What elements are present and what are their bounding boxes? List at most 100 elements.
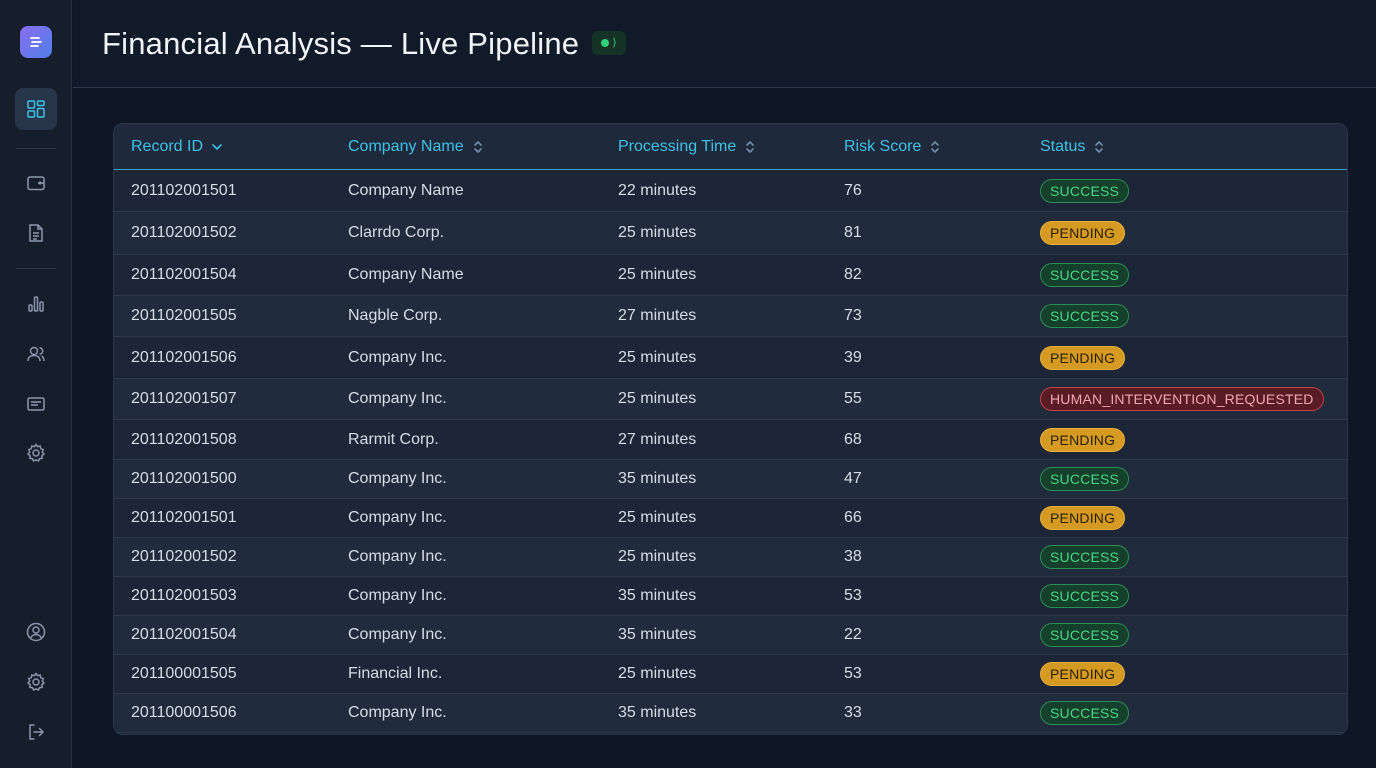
table-row[interactable]: 201102001500 Company Inc. 35 minutes 47 SUCC… <box>114 460 1347 499</box>
status-badge: SUCCESS <box>1040 467 1130 491</box>
live-indicator: ⟩ <box>592 31 626 55</box>
sidebar-item-dashboard[interactable] <box>15 88 57 130</box>
cell-status: SUCCESS <box>1040 296 1130 336</box>
table-row[interactable]: 201100001506 Company Inc. 35 minutes 33 SUCC… <box>114 694 1347 733</box>
cell-record-id: 201102001503 <box>131 587 237 604</box>
cell-risk-score: 81 <box>844 224 862 241</box>
cell-risk-score: 76 <box>844 181 862 199</box>
table-row[interactable]: 201102001505 Nagble Corp. 27 minutes 73 SUCC… <box>114 296 1347 337</box>
column-header-company-name[interactable]: Company Name <box>348 124 484 170</box>
column-header-processing-time[interactable]: Processing Time <box>618 124 756 170</box>
cell-status: PENDING <box>1040 420 1126 459</box>
sidebar-item-users[interactable] <box>15 333 57 375</box>
status-badge: PENDING <box>1040 427 1126 452</box>
cell-status: SUCCESS <box>1040 538 1130 576</box>
cell-company-name: Company Name <box>348 266 464 283</box>
column-header-risk-score[interactable]: Risk Score <box>844 124 941 170</box>
status-badge: PENDING <box>1040 662 1126 686</box>
table-header: Record ID Company Name Processing Time R… <box>114 124 1347 170</box>
column-header-label: Record ID <box>131 138 204 155</box>
sidebar-item-profile[interactable] <box>15 611 57 653</box>
chevron-down-icon <box>212 144 222 151</box>
table-row[interactable]: 201102001504 Company Inc. 35 minutes 22 SUCC… <box>114 616 1347 655</box>
cell-record-id: 201102001508 <box>131 430 237 448</box>
cell-processing-time: 25 minutes <box>618 348 697 366</box>
cell-risk-score: 68 <box>844 430 862 448</box>
table-row[interactable]: 201102001502 Company Inc. 25 minutes 38 SUCC… <box>114 538 1347 577</box>
cell-status: SUCCESS <box>1040 170 1130 211</box>
message-icon <box>27 397 45 411</box>
cell-risk-score: 53 <box>844 587 862 604</box>
cell-record-id: 201102001505 <box>131 307 237 324</box>
cell-company-name: Company Inc. <box>348 509 447 526</box>
cell-risk-score: 73 <box>844 307 862 324</box>
cell-status: SUCCESS <box>1040 460 1130 498</box>
sort-icon <box>473 140 482 154</box>
status-badge: HUMAN_INTERVENTION_REQUESTED <box>1040 387 1324 411</box>
cell-company-name: Financial Inc. <box>348 665 443 682</box>
cell-processing-time: 25 minutes <box>618 224 697 241</box>
cell-processing-time: 25 minutes <box>618 548 697 565</box>
cell-status: SUCCESS <box>1040 694 1130 732</box>
cell-company-name: Company Inc. <box>348 626 447 643</box>
table-row[interactable]: 201102001504 Company Name 25 minutes 82 SUCC… <box>114 255 1347 296</box>
cell-status: PENDING <box>1040 499 1126 537</box>
table-row[interactable]: 201102001508 Rarmit Corp. 27 minutes 68 PEND… <box>114 420 1347 460</box>
cell-risk-score: 33 <box>844 704 862 721</box>
sidebar-item-documents[interactable] <box>15 212 57 254</box>
cell-risk-score: 82 <box>844 266 862 283</box>
table-row[interactable]: 201102001507 Company Inc. 25 minutes 55 HUMA… <box>114 379 1347 420</box>
sidebar-item-wallet[interactable] <box>15 162 57 204</box>
column-header-status[interactable]: Status <box>1040 124 1105 170</box>
sidebar-item-analytics[interactable] <box>15 283 57 325</box>
cell-company-name: Clarrdo Corp. <box>348 224 445 241</box>
cell-company-name: Company Name <box>348 181 464 199</box>
sort-icon <box>1095 140 1104 154</box>
table-row[interactable]: 201100001505 Financial Inc. 25 minutes 53 PE… <box>114 655 1347 694</box>
column-header-record-id[interactable]: Record ID <box>131 124 223 170</box>
bar-chart-icon <box>28 296 44 312</box>
status-badge: SUCCESS <box>1040 304 1130 328</box>
dashboard-icon <box>27 100 45 118</box>
cell-processing-time: 27 minutes <box>618 430 697 448</box>
column-header-label: Status <box>1040 138 1086 155</box>
cell-risk-score: 55 <box>844 390 862 407</box>
logo-icon[interactable] <box>20 26 52 58</box>
table-row[interactable]: 201102001503 Company Inc. 35 minutes 53 SUCC… <box>114 577 1347 616</box>
page-header: Financial Analysis — Live Pipeline ⟩ <box>73 0 1376 88</box>
cell-risk-score: 39 <box>844 348 862 366</box>
cell-processing-time: 25 minutes <box>618 665 697 682</box>
cell-record-id: 201100001505 <box>131 665 237 682</box>
column-header-label: Processing Time <box>618 138 737 155</box>
table-row[interactable]: 201102001506 Company Inc. 25 minutes 39 PEND… <box>114 337 1347 379</box>
live-dot-icon <box>601 39 610 47</box>
cell-processing-time: 22 minutes <box>618 181 697 199</box>
settings-icon <box>26 443 46 463</box>
cell-record-id: 201102001504 <box>131 266 237 283</box>
sidebar <box>0 0 72 768</box>
settings-icon <box>26 672 46 692</box>
logout-icon <box>29 724 44 740</box>
column-header-label: Company Name <box>348 138 464 155</box>
cell-record-id: 201102001502 <box>131 224 237 241</box>
records-table: Record ID Company Name Processing Time R… <box>113 123 1348 735</box>
sidebar-item-messages[interactable] <box>15 383 57 425</box>
sidebar-item-preferences[interactable] <box>15 661 57 703</box>
sort-icon <box>931 140 940 154</box>
cell-status: PENDING <box>1040 212 1126 254</box>
status-badge: PENDING <box>1040 345 1126 370</box>
sort-icon <box>746 140 755 154</box>
table-row[interactable]: 201102001502 Clarrdo Corp. 25 minutes 81 PEN… <box>114 212 1347 255</box>
table-row[interactable]: 201102001501 Company Name 22 minutes 76 SUCC… <box>114 170 1347 212</box>
sidebar-item-logout[interactable] <box>15 711 57 753</box>
table-row[interactable]: 201102001501 Company Inc. 25 minutes 66 PEND… <box>114 499 1347 538</box>
cell-record-id: 201102001500 <box>131 470 237 487</box>
cell-risk-score: 53 <box>844 665 862 682</box>
cell-processing-time: 27 minutes <box>618 307 697 324</box>
status-badge: SUCCESS <box>1040 178 1130 203</box>
cell-company-name: Company Inc. <box>348 704 447 721</box>
cell-company-name: Company Inc. <box>348 587 447 604</box>
status-badge: SUCCESS <box>1040 701 1130 725</box>
status-badge: SUCCESS <box>1040 584 1130 608</box>
sidebar-item-settings[interactable] <box>15 432 57 474</box>
